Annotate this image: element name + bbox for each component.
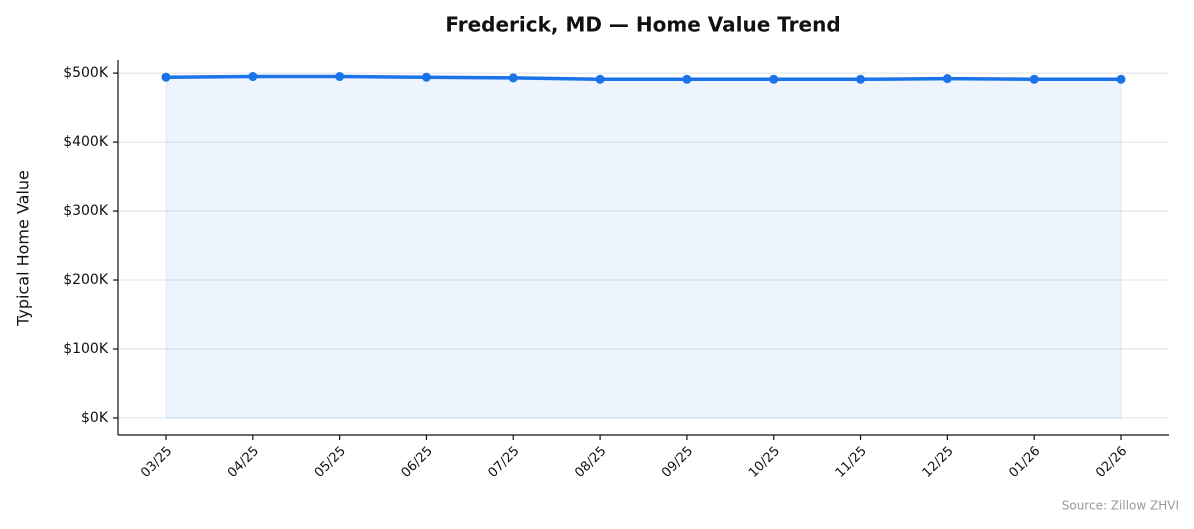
marker: [161, 72, 171, 82]
marker: [248, 72, 258, 82]
marker: [595, 74, 605, 84]
y-tick-label: $100K: [63, 341, 109, 357]
marker: [1029, 74, 1039, 84]
x-tick-label: 03/25: [138, 444, 175, 481]
chart-title: Frederick, MD — Home Value Trend: [445, 13, 840, 37]
x-tick-label: 10/25: [746, 444, 783, 481]
x-tick-label: 05/25: [312, 444, 349, 481]
x-tick-label: 07/25: [485, 444, 522, 481]
x-tick-label: 12/25: [920, 444, 957, 481]
x-tick-label: 02/26: [1093, 444, 1130, 481]
x-tick-label: 11/25: [833, 444, 870, 481]
y-tick-label: $0K: [81, 410, 109, 426]
y-tick-label: $200K: [63, 272, 109, 288]
y-axis-label: Typical Home Value: [14, 170, 33, 327]
area: [165, 76, 1122, 419]
x-tick-label: 04/25: [225, 444, 262, 481]
y-tick-label: $400K: [63, 134, 109, 150]
y-tick-label: $500K: [63, 65, 109, 81]
marker: [335, 72, 345, 82]
x-tick-label: 06/25: [399, 444, 436, 481]
x-tick-label: 08/25: [572, 444, 609, 481]
y-tick-label: $300K: [63, 203, 109, 219]
marker: [769, 74, 779, 84]
x-tick-label: 09/25: [659, 444, 696, 481]
marker: [508, 73, 518, 83]
source-note: Source: Zillow ZHVI: [1062, 499, 1179, 513]
marker: [682, 74, 692, 84]
marker: [856, 74, 866, 84]
marker: [1116, 74, 1126, 84]
line: [165, 74, 1121, 82]
x-tick-label: 01/26: [1006, 444, 1043, 481]
marker: [942, 74, 952, 84]
marker: [421, 72, 431, 82]
